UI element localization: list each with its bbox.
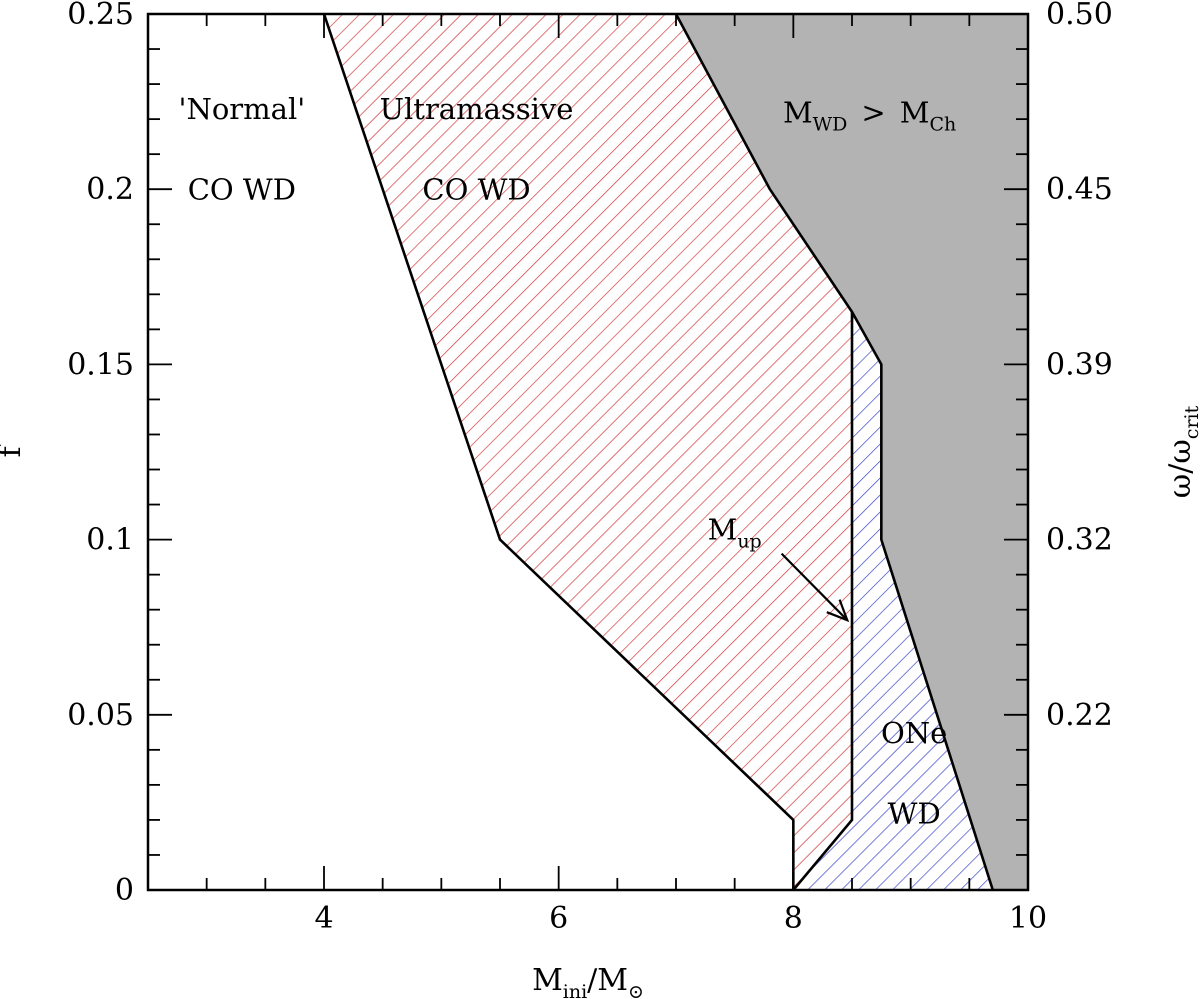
y2-tick-label: 0.39: [1046, 347, 1113, 382]
y-tick-label: 0.15: [67, 347, 134, 382]
label-mup-m: M: [708, 513, 738, 547]
x-label-sub: ini: [563, 981, 587, 999]
label-ultramassive-line1: Ultramassive: [380, 92, 574, 126]
region-one-wd: [793, 311, 993, 890]
label-one-line1: ONe: [881, 716, 947, 750]
label-one-line2: WD: [888, 796, 941, 830]
x-tick-label: 10: [1009, 901, 1047, 936]
region-ultramassive-co-wd: [324, 14, 852, 890]
label-mch-gt: >: [861, 96, 885, 130]
label-mch-m2: M: [900, 96, 930, 130]
ticks-layer: [147, 13, 1029, 891]
normal-ultramassive-boundary: [322, 14, 795, 890]
label-ultramassive-line2: CO WD: [422, 173, 530, 207]
y-axis-label: f: [0, 445, 28, 458]
tick-labels-layer: 4 6 8 10 0 0.05 0.1 0.15 0.2 0.25 0.22 0.32 0.39 0.45…: [67, 0, 1113, 936]
label-mup-sub: up: [737, 531, 761, 553]
y2-label-sub: crit: [1181, 405, 1200, 439]
annotation-layer: [780, 552, 850, 623]
y2-axis-label: ω/ωcrit: [1163, 405, 1200, 498]
label-mch-sub-ch: Ch: [929, 114, 956, 136]
co-one-boundary: [792, 311, 854, 890]
mup-arrow-head: [826, 599, 850, 623]
mup-arrow-shaft: [780, 552, 849, 621]
y2-label-main: ω/ω: [1163, 439, 1198, 498]
y-tick-label: 0.1: [86, 523, 134, 558]
x-label-rest: /M: [587, 963, 628, 998]
x-axis-label: Mini/M⊙: [532, 963, 644, 999]
x-tick-label: 6: [549, 901, 568, 936]
plot-frame: [146, 12, 1030, 892]
label-normal-line2: CO WD: [188, 173, 296, 207]
boundaries-layer: [322, 14, 995, 890]
label-mch-m: M: [783, 96, 813, 130]
x-label-sun-symbol: ⊙: [628, 981, 644, 999]
label-normal-line1: 'Normal': [179, 92, 306, 126]
region-m-wd-m-ch: [676, 14, 1028, 890]
y2-tick-label: 0.22: [1046, 698, 1113, 733]
regions-layer: [324, 14, 1028, 890]
y-tick-label: 0.05: [67, 698, 134, 733]
label-chandrasekhar: MWD > MCh: [783, 96, 956, 136]
label-mup: Mup: [708, 513, 762, 553]
y2-tick-label: 0.50: [1046, 0, 1113, 32]
label-mch-sub-wd: WD: [813, 114, 848, 136]
x-tick-label: 4: [314, 901, 333, 936]
y-tick-label: 0.25: [67, 0, 134, 32]
y-tick-label: 0.2: [86, 172, 134, 207]
y2-tick-label: 0.45: [1046, 172, 1113, 207]
x-tick-label: 8: [784, 901, 803, 936]
x-label-m: M: [532, 963, 563, 998]
y2-tick-label: 0.32: [1046, 523, 1113, 558]
y-tick-label: 0: [115, 873, 134, 908]
chandrasekhar-boundary: [674, 14, 995, 890]
